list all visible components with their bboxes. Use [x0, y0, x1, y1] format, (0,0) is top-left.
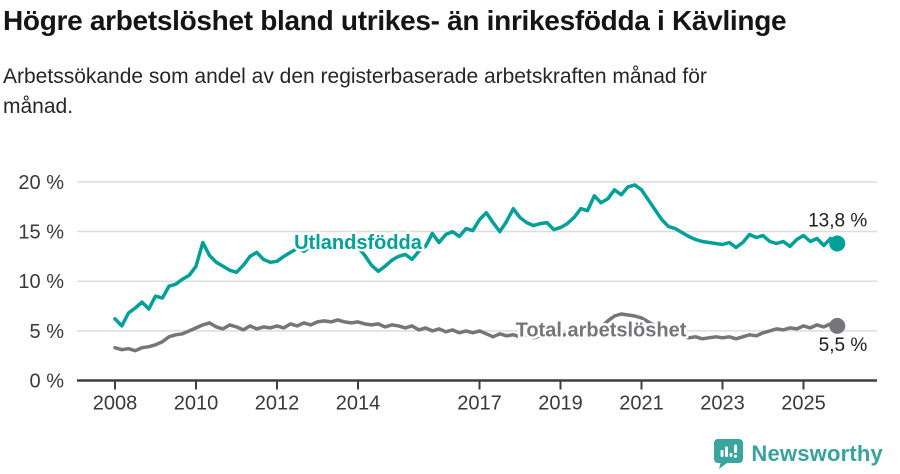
x-tick-label: 2025 [781, 393, 826, 415]
y-tick-label: 20 % [18, 172, 64, 194]
y-tick-label: 15 % [18, 222, 64, 244]
newsworthy-logo[interactable]: Newsworthy [714, 438, 883, 469]
bar-chart-exclamation-bubble-icon [714, 439, 744, 469]
end-value-label-total-arbetsl-shet: 5,5 % [819, 335, 868, 356]
page-title: Högre arbetslöshet bland utrikes- än inr… [3, 5, 787, 36]
series-line-total-arbetsl-shet [113, 312, 840, 353]
x-tick-label: 2012 [255, 393, 300, 415]
x-tick-label: 2014 [336, 393, 381, 415]
y-tick-label: 10 % [18, 271, 64, 293]
x-tick-label: 2021 [619, 393, 664, 415]
series-end-dot-total-arbetsl-shet [829, 317, 846, 334]
series-end-dot-utlandsf-dda [829, 235, 846, 252]
newsworthy-logo-text: Newsworthy [751, 440, 883, 466]
series-name-label-total-arbetsl-shet: Total arbetslöshet [516, 319, 687, 341]
chart-subtitle: Arbetssökande som andel av den registerb… [3, 65, 707, 119]
y-tick-label: 0 % [30, 371, 65, 393]
y-tick-label: 5 % [30, 321, 65, 343]
x-tick-label: 2023 [700, 393, 745, 415]
x-tick-label: 2017 [457, 393, 502, 415]
x-tick-label: 2010 [174, 393, 219, 415]
end-value-label-utlandsf-dda: 13,8 % [808, 210, 867, 231]
series-line-utlandsf-dda [113, 183, 840, 328]
series-name-label-utlandsf-dda: Utlandsfödda [294, 232, 423, 254]
x-tick-label: 2019 [538, 393, 583, 415]
x-tick-label: 2008 [93, 393, 138, 415]
